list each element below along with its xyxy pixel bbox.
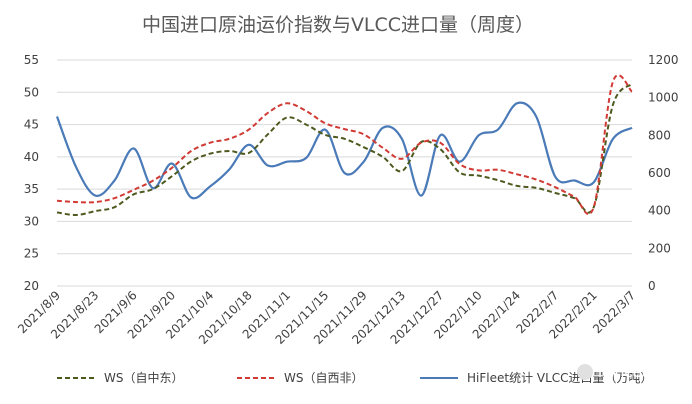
x-axis: 2021/8/92021/8/232021/9/62021/9/202021/1… [15, 288, 638, 347]
y-right-tick-label: 1200 [648, 53, 679, 67]
series-line-0 [56, 83, 633, 217]
watermark: HiFleet海运油气 [577, 364, 692, 381]
wechat-logo-icon [577, 364, 593, 380]
y-right-tick-label: 0 [648, 279, 656, 293]
y-right-tick-label: 200 [648, 241, 671, 255]
chart-title: 中国进口原油运价指数与VLCC进口量（周度） [142, 14, 534, 36]
y-left-tick-label: 35 [24, 182, 39, 196]
y-left-tick-label: 30 [24, 214, 39, 228]
y-right-tick-label: 800 [648, 128, 671, 142]
y-axis-left: 20 25 30 35 40 45 50 55 [24, 53, 39, 293]
y-left-tick-label: 20 [24, 279, 39, 293]
y-axis-right: 0 200 400 600 800 1000 1200 [648, 53, 679, 293]
y-left-tick-label: 50 [24, 85, 39, 99]
legend-label: WS（自中东） [104, 370, 183, 385]
y-right-tick-label: 600 [648, 166, 671, 180]
y-left-tick-label: 45 [24, 118, 39, 132]
x-tick-label: 2022/3/7 [590, 288, 638, 336]
y-left-tick-label: 55 [24, 53, 39, 67]
legend: WS（自中东） WS（自西非） HiFleet统计 VLCC进口量（万吨） [57, 370, 653, 385]
legend-label: WS（自西非） [284, 371, 363, 385]
series-line-2 [55, 101, 633, 200]
series-lines [55, 74, 633, 217]
watermark-text: HiFleet海运油气 [598, 365, 692, 381]
y-left-tick-label: 25 [24, 247, 39, 261]
y-left-tick-label: 40 [24, 150, 39, 164]
series-line-1 [56, 74, 633, 216]
y-right-tick-label: 400 [648, 204, 671, 218]
y-right-tick-label: 1000 [648, 91, 679, 105]
legend-label: HiFleet统计 VLCC进口量（万吨） [467, 371, 653, 385]
